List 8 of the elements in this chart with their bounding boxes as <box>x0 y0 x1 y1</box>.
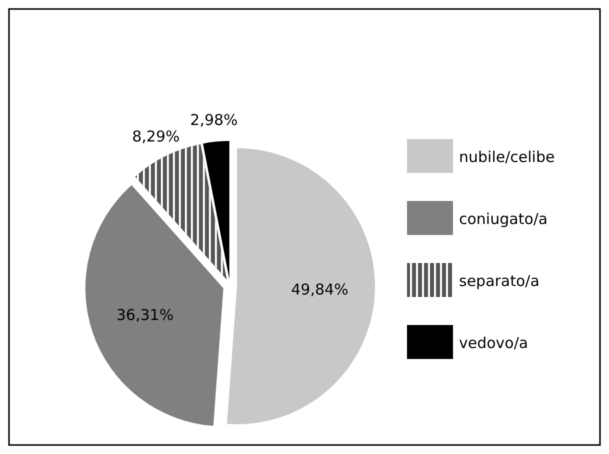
data-label: 36,31% <box>116 306 174 324</box>
legend-label: nubile/celibe <box>459 148 555 166</box>
legend-label: separato/a <box>459 272 540 290</box>
data-label: 8,29% <box>132 127 180 146</box>
legend-label: coniugato/a <box>459 210 548 228</box>
data-label: 2,98% <box>190 110 238 129</box>
legend-label: vedovo/a <box>459 334 528 352</box>
data-label: 49,84% <box>291 280 348 298</box>
